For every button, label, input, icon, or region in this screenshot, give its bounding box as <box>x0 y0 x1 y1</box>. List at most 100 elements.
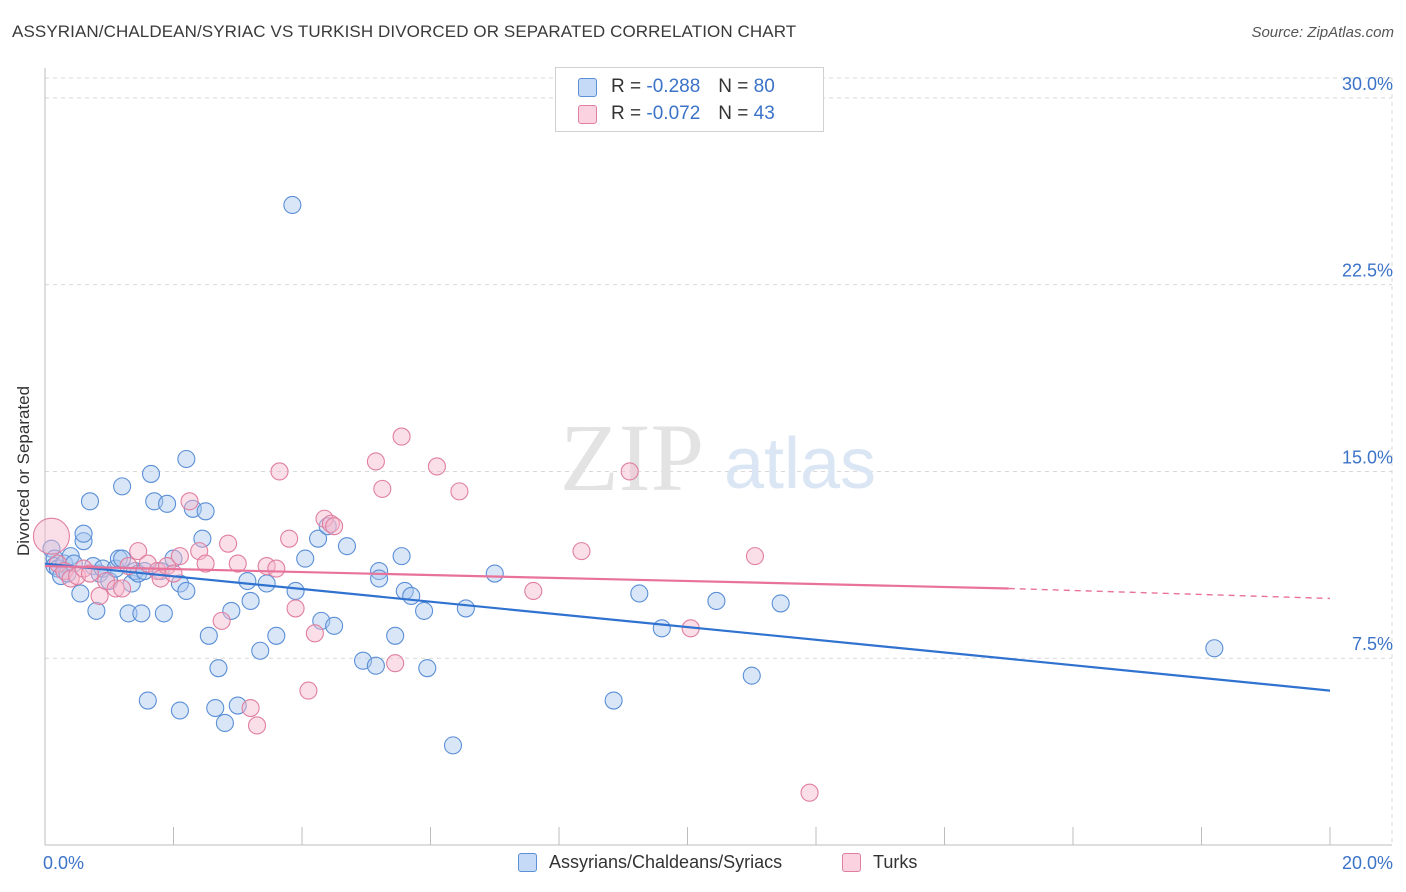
point-assyrians <box>87 601 106 620</box>
point-turks <box>106 579 125 598</box>
point-turks <box>392 427 411 446</box>
legend-label-turks: Turks <box>873 852 918 872</box>
point-assyrians <box>42 539 61 558</box>
point-turks <box>219 534 238 553</box>
point-assyrians <box>199 626 218 645</box>
point-assyrians <box>1205 639 1224 658</box>
chart-title: ASSYRIAN/CHALDEAN/SYRIAC VS TURKISH DIVO… <box>12 22 797 41</box>
point-turks <box>196 554 215 573</box>
point-turks <box>325 517 344 536</box>
tick-labels: 7.5% 15.0% 22.5% 30.0% 0.0% 20.0% <box>43 74 1393 873</box>
point-assyrians <box>170 574 189 593</box>
point-assyrians <box>238 571 257 591</box>
point-assyrians <box>138 691 157 710</box>
point-assyrians <box>215 713 234 733</box>
point-assyrians <box>286 581 305 601</box>
legend-n-value: 43 <box>753 103 775 124</box>
legend-row-assyrians: R = -0.288 N = 80 <box>578 75 775 99</box>
point-assyrians <box>456 599 475 618</box>
x-tick-label-start: 0.0% <box>43 853 84 873</box>
point-assyrians <box>370 562 389 581</box>
series-legend: Assyrians/Chaldeans/Syriacs Turks <box>0 852 1406 878</box>
point-turks <box>90 586 109 606</box>
point-assyrians <box>443 736 463 755</box>
legend-swatch-blue <box>578 77 597 97</box>
legend-item-assyrians[interactable]: Assyrians/Chaldeans/Syriacs <box>518 852 782 873</box>
y-tick-label: 22.5% <box>1342 261 1393 281</box>
point-assyrians <box>630 584 649 603</box>
axes <box>44 68 1392 846</box>
watermark-atlas: atlas <box>724 424 876 504</box>
point-assyrians <box>119 604 138 623</box>
source-label: Source: ZipAtlas.com <box>1251 24 1394 41</box>
point-turks <box>164 564 183 583</box>
point-assyrians <box>707 591 726 610</box>
trend-line-assyrians <box>44 562 1331 692</box>
point-turks <box>96 571 116 591</box>
point-assyrians <box>392 547 411 566</box>
trend-line-turks <box>44 564 1009 590</box>
point-assyrians <box>132 604 151 623</box>
point-assyrians <box>296 549 315 568</box>
point-assyrians <box>196 502 215 521</box>
point-turks <box>305 624 324 643</box>
legend-swatch-pink <box>578 104 597 124</box>
point-assyrians <box>418 659 437 678</box>
y-tick-label: 15.0% <box>1342 447 1393 467</box>
point-turks <box>299 681 318 700</box>
point-turks <box>524 581 543 601</box>
point-turks <box>113 579 132 598</box>
point-assyrians <box>337 537 357 556</box>
point-assyrians <box>158 494 177 513</box>
point-turks <box>247 716 267 735</box>
point-assyrians <box>71 584 90 603</box>
point-turks <box>241 698 260 718</box>
point-turks <box>129 542 148 561</box>
point-turks <box>366 452 385 471</box>
trend-lines <box>44 562 1331 692</box>
y-tick-label: 30.0% <box>1342 74 1393 94</box>
point-assyrians <box>241 591 260 610</box>
point-turks <box>386 654 405 673</box>
y-tick-label: 7.5% <box>1352 634 1393 654</box>
point-turks <box>427 457 446 476</box>
point-assyrians <box>415 601 434 620</box>
watermark: ZIP atlas <box>560 404 876 511</box>
point-assyrians <box>74 532 93 551</box>
legend-r-label: R = <box>611 103 642 124</box>
point-turks <box>212 611 231 630</box>
point-assyrians <box>604 691 623 710</box>
trend-line-turks-extension <box>1008 587 1331 600</box>
point-assyrians <box>283 195 302 215</box>
legend-item-turks[interactable]: Turks <box>842 852 917 873</box>
point-turks <box>280 529 299 548</box>
point-turks <box>620 462 639 481</box>
point-assyrians <box>267 626 286 645</box>
point-assyrians <box>113 477 132 496</box>
point-turks <box>373 479 392 498</box>
point-assyrians <box>222 601 241 620</box>
point-assyrians <box>80 492 100 511</box>
watermark-zip: ZIP <box>560 404 704 511</box>
point-turks <box>180 492 199 511</box>
point-assyrians <box>309 529 328 548</box>
point-turks <box>32 517 70 555</box>
point-assyrians <box>74 524 93 543</box>
point-turks <box>228 554 247 573</box>
correlation-legend: R = -0.288 N = 80 R = -0.072 N = 43 <box>555 67 824 132</box>
point-turks <box>170 547 189 566</box>
point-assyrians <box>206 698 225 718</box>
point-assyrians <box>154 604 173 623</box>
point-assyrians <box>170 701 189 720</box>
x-tick-label-end: 20.0% <box>1342 853 1393 873</box>
legend-n-label: N = <box>718 76 749 97</box>
point-assyrians <box>771 594 790 613</box>
legend-label-assyrians: Assyrians/Chaldeans/Syriacs <box>549 852 783 872</box>
point-turks <box>321 514 340 533</box>
legend-r-value: -0.072 <box>646 103 701 124</box>
point-turks <box>800 783 819 802</box>
legend-swatch-turks <box>842 853 861 872</box>
point-assyrians <box>742 666 761 685</box>
legend-row-turks: R = -0.072 N = 43 <box>578 102 775 126</box>
